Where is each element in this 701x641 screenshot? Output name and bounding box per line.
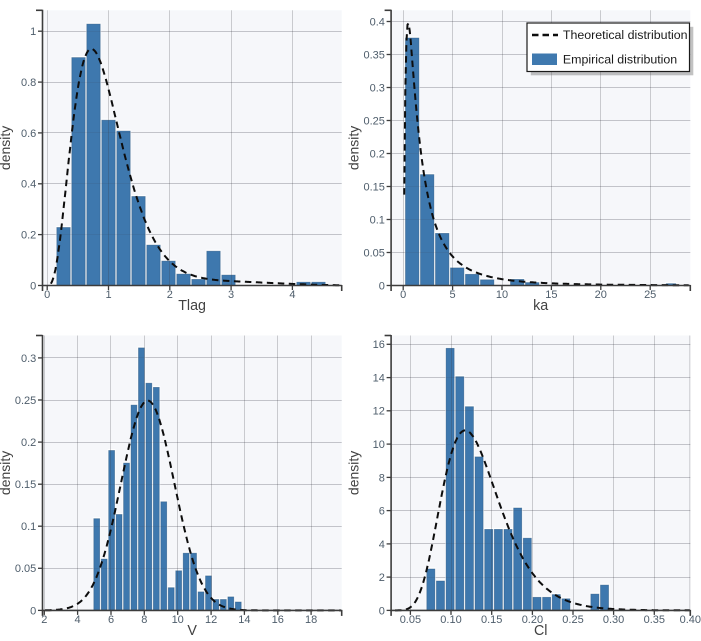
svg-text:10: 10 <box>172 614 184 626</box>
svg-text:0.25: 0.25 <box>15 395 36 407</box>
svg-text:0.2: 0.2 <box>370 148 385 160</box>
svg-text:0.05: 0.05 <box>15 563 36 575</box>
svg-text:0.2: 0.2 <box>21 230 36 242</box>
svg-text:2: 2 <box>379 572 385 584</box>
svg-text:12: 12 <box>205 614 217 626</box>
svg-text:10: 10 <box>373 439 385 451</box>
svg-text:0.8: 0.8 <box>21 77 36 89</box>
svg-text:0.40: 0.40 <box>680 614 701 626</box>
svg-text:0.3: 0.3 <box>21 353 36 365</box>
svg-text:15: 15 <box>545 289 557 301</box>
svg-text:0.4: 0.4 <box>370 16 385 28</box>
svg-text:0.3: 0.3 <box>370 82 385 94</box>
svg-text:5: 5 <box>450 289 456 301</box>
svg-text:0.4: 0.4 <box>21 179 36 191</box>
svg-text:0: 0 <box>379 605 385 617</box>
svg-text:0.6: 0.6 <box>21 128 36 140</box>
svg-text:8: 8 <box>141 614 147 626</box>
svg-text:16: 16 <box>373 339 385 351</box>
svg-text:density: density <box>346 126 362 170</box>
svg-text:4: 4 <box>379 539 385 551</box>
svg-text:0.2: 0.2 <box>21 437 36 449</box>
svg-text:0: 0 <box>379 280 385 292</box>
svg-text:0: 0 <box>44 289 50 301</box>
svg-text:0.25: 0.25 <box>363 115 384 127</box>
svg-text:V: V <box>187 623 197 639</box>
svg-text:2: 2 <box>167 289 173 301</box>
svg-text:3: 3 <box>228 289 234 301</box>
svg-text:2: 2 <box>41 614 47 626</box>
svg-text:0.1: 0.1 <box>21 521 36 533</box>
svg-text:0.20: 0.20 <box>522 614 543 626</box>
svg-text:6: 6 <box>379 506 385 518</box>
svg-text:0.05: 0.05 <box>400 614 421 626</box>
svg-text:0.10: 0.10 <box>440 614 461 626</box>
svg-text:16: 16 <box>272 614 284 626</box>
svg-text:4: 4 <box>75 614 81 626</box>
svg-text:25: 25 <box>644 289 656 301</box>
svg-text:8: 8 <box>379 472 385 484</box>
svg-text:0.30: 0.30 <box>603 614 624 626</box>
svg-text:6: 6 <box>108 614 114 626</box>
svg-text:ka: ka <box>533 298 548 314</box>
svg-text:1: 1 <box>105 289 111 301</box>
svg-text:0.05: 0.05 <box>363 247 384 259</box>
svg-text:Empirical distribution: Empirical distribution <box>563 52 677 66</box>
svg-text:14: 14 <box>373 373 385 385</box>
svg-text:0.25: 0.25 <box>562 614 583 626</box>
svg-text:0.1: 0.1 <box>370 214 385 226</box>
svg-text:Cl: Cl <box>534 623 548 639</box>
svg-text:12: 12 <box>373 406 385 418</box>
svg-text:0.15: 0.15 <box>481 614 502 626</box>
svg-text:0: 0 <box>30 280 36 292</box>
svg-text:4: 4 <box>289 289 295 301</box>
svg-text:10: 10 <box>496 289 508 301</box>
svg-text:Theoretical distribution: Theoretical distribution <box>563 28 688 42</box>
svg-text:density: density <box>346 451 362 495</box>
svg-text:0: 0 <box>400 289 406 301</box>
svg-text:0.15: 0.15 <box>363 181 384 193</box>
svg-text:14: 14 <box>238 614 250 626</box>
svg-text:1: 1 <box>30 26 36 38</box>
svg-text:20: 20 <box>595 289 607 301</box>
svg-text:0.35: 0.35 <box>644 614 665 626</box>
svg-text:0.35: 0.35 <box>363 49 384 61</box>
svg-text:density: density <box>0 126 13 170</box>
svg-text:0: 0 <box>30 605 36 617</box>
svg-text:18: 18 <box>305 614 317 626</box>
svg-text:density: density <box>0 451 13 495</box>
svg-text:0.15: 0.15 <box>15 479 36 491</box>
svg-text:Tlag: Tlag <box>178 298 206 314</box>
